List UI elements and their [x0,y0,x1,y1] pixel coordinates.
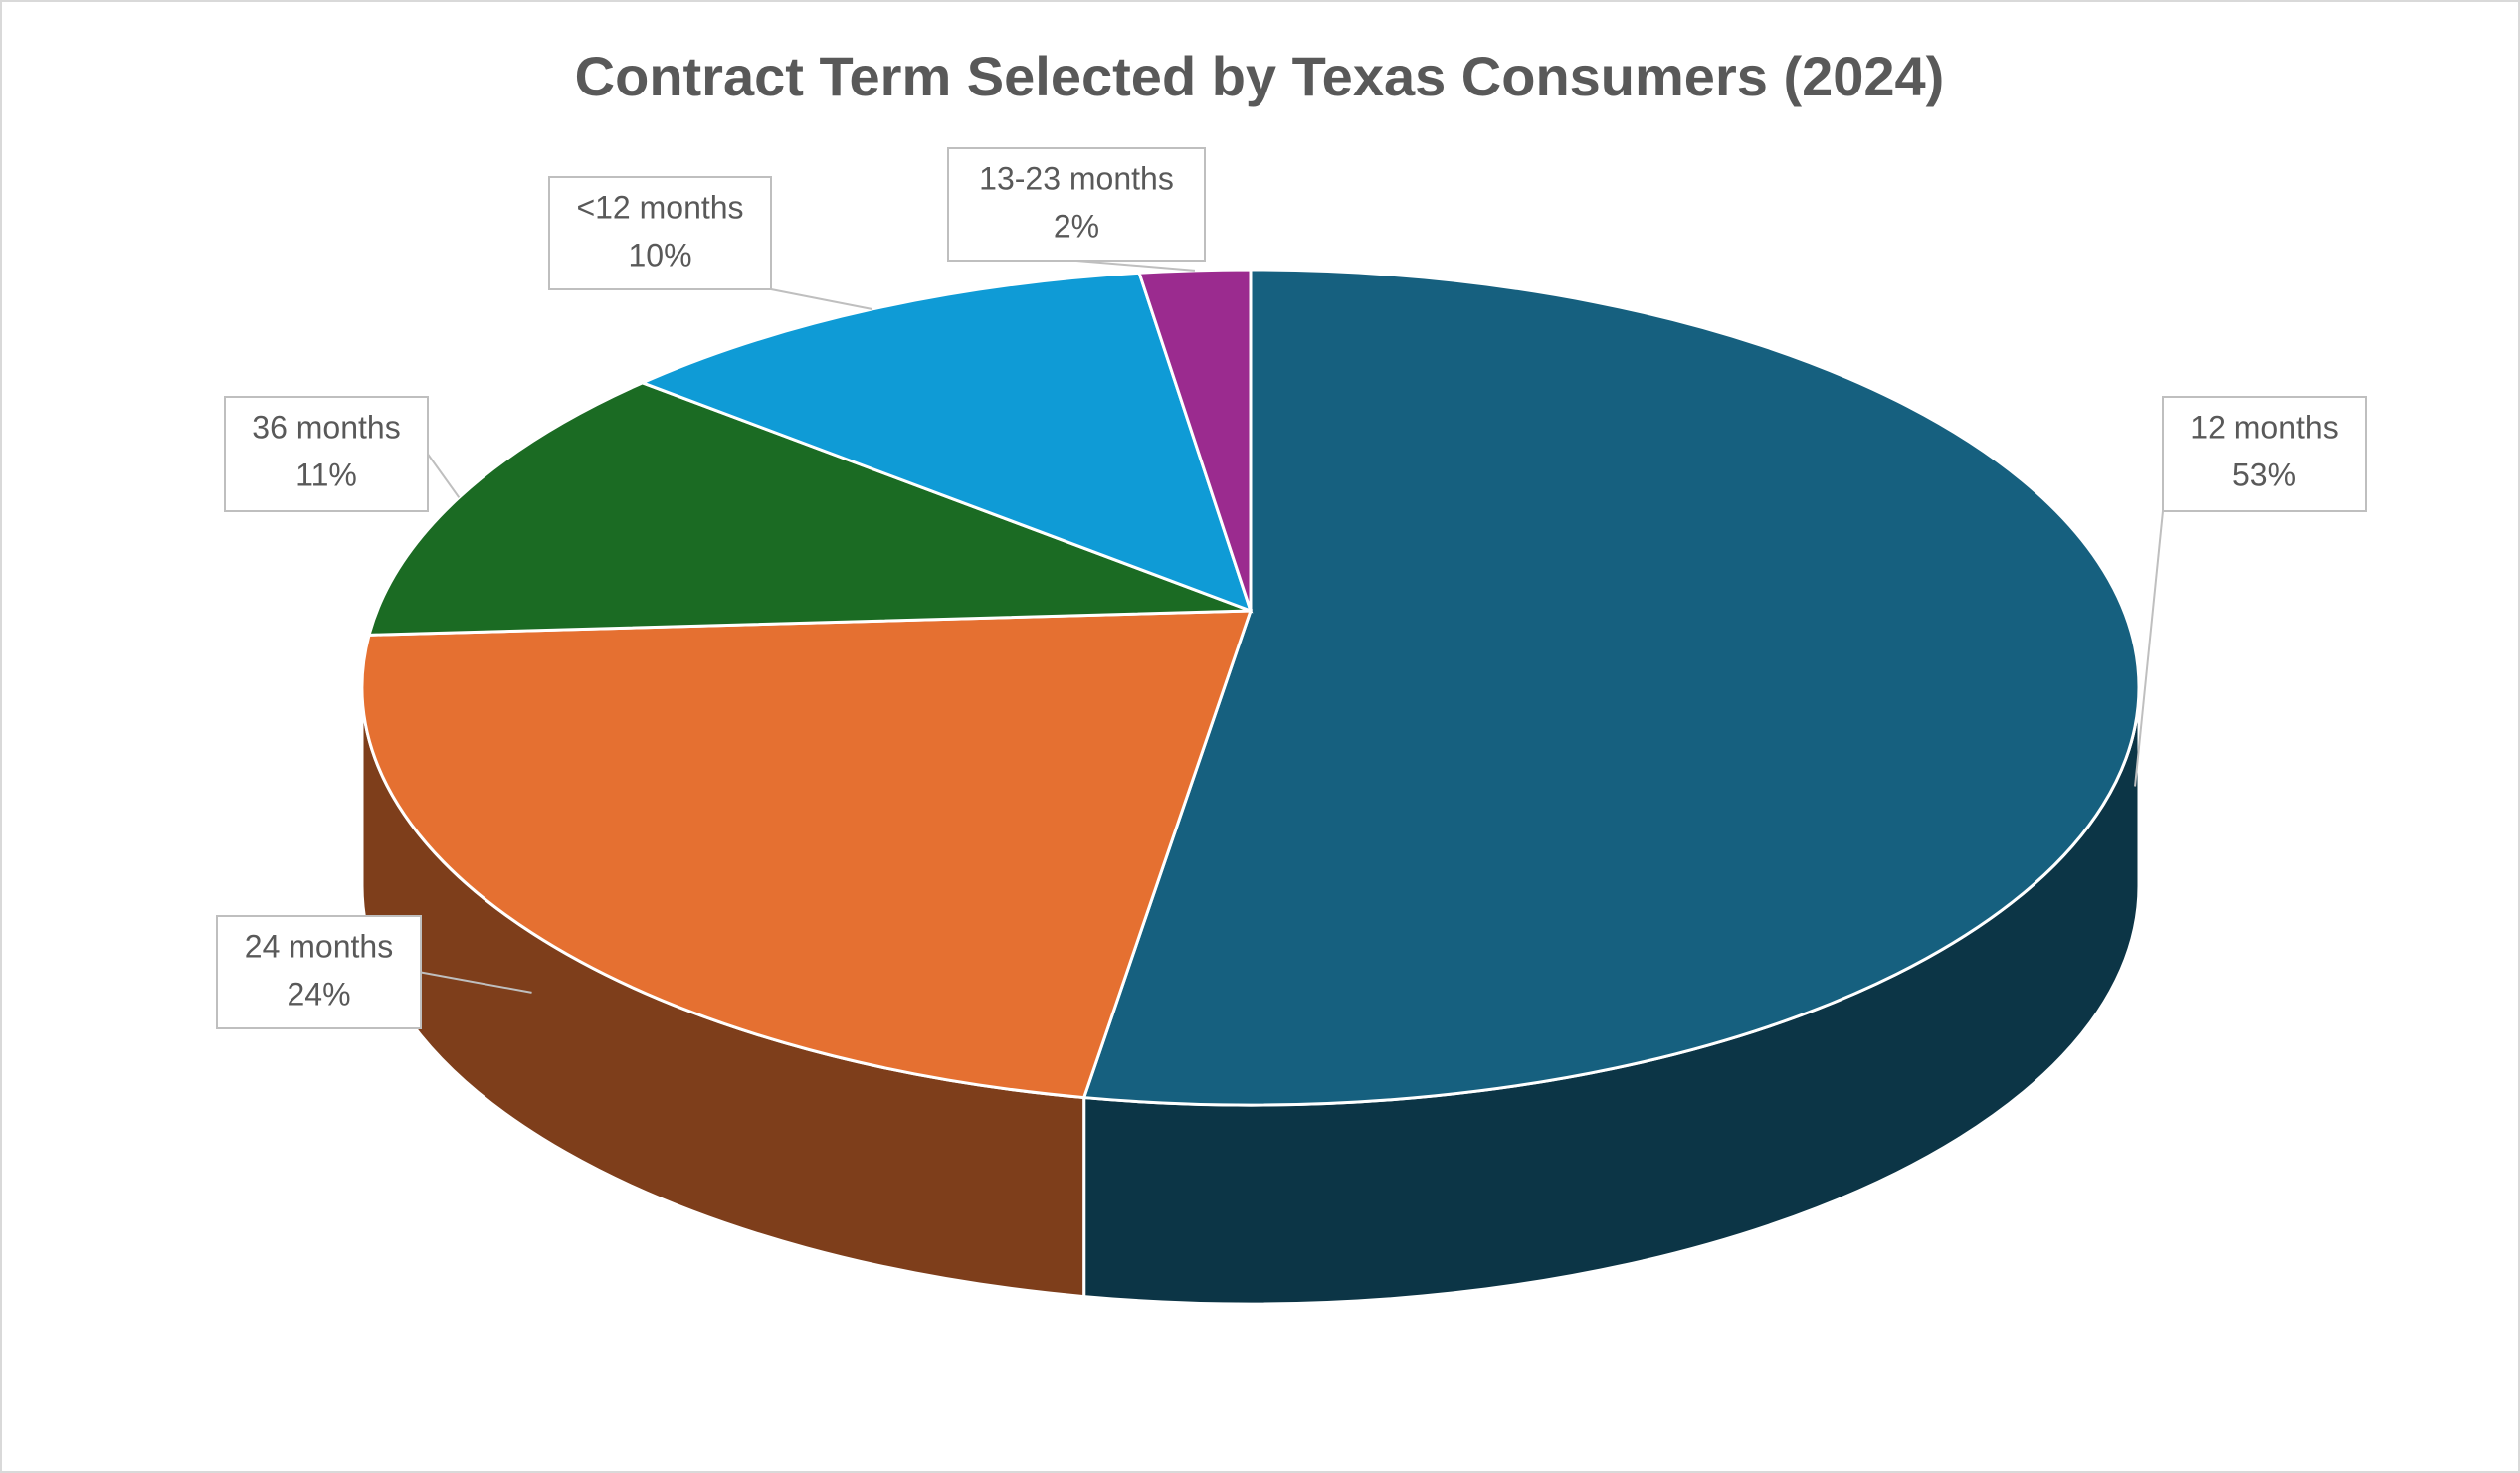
pie-slice [360,609,1254,1100]
slice-label: 36 months [252,409,400,445]
slice-label: 24 months [245,928,393,964]
leader-line [420,971,532,994]
leader-line [770,288,872,310]
pie-slice [1081,268,2141,1107]
value-label: 24% [287,976,350,1012]
slice-label: <12 months [576,189,743,225]
pie-slice [638,271,1254,614]
pie-slice [367,381,1252,637]
label-box [216,915,422,1029]
chart-title: Contract Term Selected by Texas Consumer… [575,45,1945,107]
leader-line [2134,510,2164,787]
pie-slice [1137,268,1253,612]
value-label: 53% [2232,457,2296,492]
leader-line [427,453,461,498]
label-box [224,396,429,512]
leader-line [1075,260,1196,272]
label-box [2162,396,2367,512]
value-label: 10% [628,237,691,273]
slice-label: 12 months [2190,409,2338,445]
value-label: 11% [295,457,357,492]
label-box [947,147,1206,262]
slice-label: 13-23 months [979,160,1174,196]
value-label: 2% [1054,208,1099,244]
label-box [548,176,772,290]
